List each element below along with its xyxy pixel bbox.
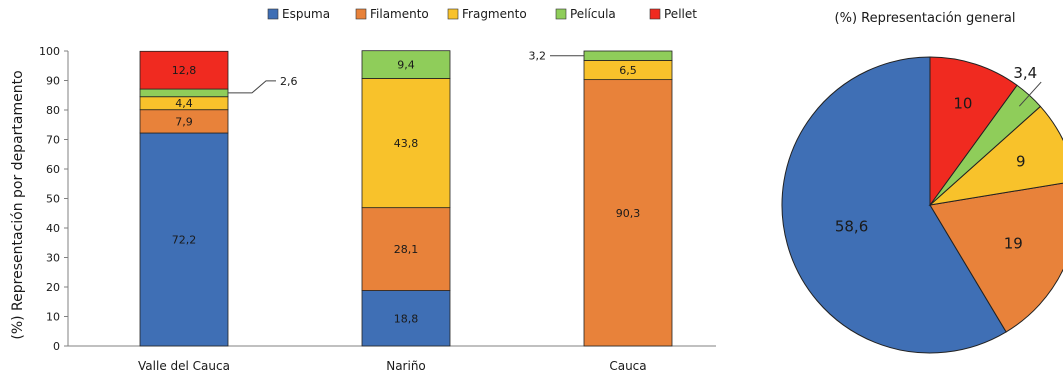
pie-callout-leader — [1018, 81, 1042, 107]
legend-label: Fragmento — [462, 7, 527, 21]
data-label: 18,8 — [394, 312, 419, 325]
pie-slice-pellet — [929, 56, 1018, 207]
legend-swatch — [447, 8, 459, 20]
bar-segment-pelicula — [139, 88, 229, 98]
pie-slice-filamento — [929, 182, 1063, 333]
data-label: 28,1 — [394, 243, 419, 256]
bar-group-valle-del-cauca: 72,2 7,9 4,4 12,8 — [139, 50, 229, 347]
pie-chart: 58,6 19 9 3,4 10 — [781, 56, 1063, 354]
y-tick-label: 40 — [46, 222, 60, 235]
callout-label: 2,6 — [280, 75, 298, 88]
legend-label: Pellet — [664, 7, 697, 21]
data-label: 43,8 — [394, 137, 419, 150]
bar-segment-espuma — [361, 290, 451, 347]
bar-group-narino: 18,8 28,1 43,8 9,4 — [361, 50, 451, 347]
bar-segment-pelicula — [583, 50, 673, 61]
callout-label: 3,2 — [529, 50, 547, 63]
y-tick-label: 70 — [46, 134, 60, 147]
legend-item-fragmento: Fragmento — [447, 7, 527, 21]
pie-slice-label: 19 — [1004, 235, 1023, 253]
bar-segment-espuma — [139, 132, 229, 347]
legend-label: Filamento — [370, 7, 429, 21]
bar-segment-filamento — [361, 207, 451, 291]
data-label: 72,2 — [172, 234, 197, 247]
y-tick-label: 0 — [53, 340, 60, 353]
bar-group-cauca: 90,3 6,5 — [583, 50, 673, 347]
data-label: 12,8 — [172, 64, 197, 77]
data-label: 9,4 — [397, 59, 415, 72]
y-tick-label: 60 — [46, 163, 60, 176]
data-label: 4,4 — [175, 97, 193, 110]
bar-segment-pelicula — [361, 50, 451, 79]
callouts: 2,6 3,2 — [228, 50, 584, 94]
legend-label: Espuma — [282, 7, 330, 21]
x-axis-categories: Valle del Cauca Nariño Cauca — [138, 359, 647, 373]
pie-title: (%) Representación general — [835, 11, 1016, 26]
y-axis-label: (%) Representación por departamento — [10, 70, 26, 339]
y-tick-label: 90 — [46, 75, 60, 88]
y-tick-label: 10 — [46, 311, 60, 324]
pie-slice-label: 58,6 — [835, 218, 868, 236]
x-category-label: Cauca — [609, 359, 646, 373]
legend-item-pellet: Pellet — [649, 7, 697, 21]
pie-slice-label: 3,4 — [1013, 64, 1037, 82]
legend-item-espuma: Espuma — [267, 7, 330, 21]
pie-slice-espuma — [781, 56, 1007, 354]
legend-item-pelicula: Película — [555, 7, 616, 21]
legend-swatch — [267, 8, 279, 20]
bar-segment-filamento — [583, 79, 673, 347]
y-tick-label: 50 — [46, 193, 60, 206]
legend-item-filamento: Filamento — [355, 7, 429, 21]
y-tick-label: 30 — [46, 252, 60, 265]
y-tick-label: 80 — [46, 104, 60, 117]
y-tick-label: 20 — [46, 281, 60, 294]
legend-swatch — [555, 8, 567, 20]
x-category-label: Nariño — [386, 359, 426, 373]
data-label: 90,3 — [616, 207, 641, 220]
pie-slice-fragmento — [928, 105, 1063, 206]
data-label: 7,9 — [175, 115, 193, 128]
x-category-label: Valle del Cauca — [138, 359, 230, 373]
callout-leader — [228, 80, 276, 94]
pie-slice-label: 9 — [1016, 153, 1026, 171]
bar-segment-fragmento — [361, 78, 451, 209]
legend-swatch — [649, 8, 661, 20]
y-tick-label: 100 — [39, 45, 60, 58]
stacked-bars: 72,2 7,9 4,4 12,8 18,8 28,1 43,8 9,4 90,3 6,5 — [139, 50, 673, 347]
legend: Espuma Filamento Fragmento Película Pellet — [267, 7, 697, 21]
data-label: 6,5 — [619, 64, 637, 77]
pie-slice-label: 10 — [953, 95, 972, 113]
legend-swatch — [355, 8, 367, 20]
bar-segment-pellet — [139, 50, 229, 90]
legend-label: Película — [570, 7, 616, 21]
